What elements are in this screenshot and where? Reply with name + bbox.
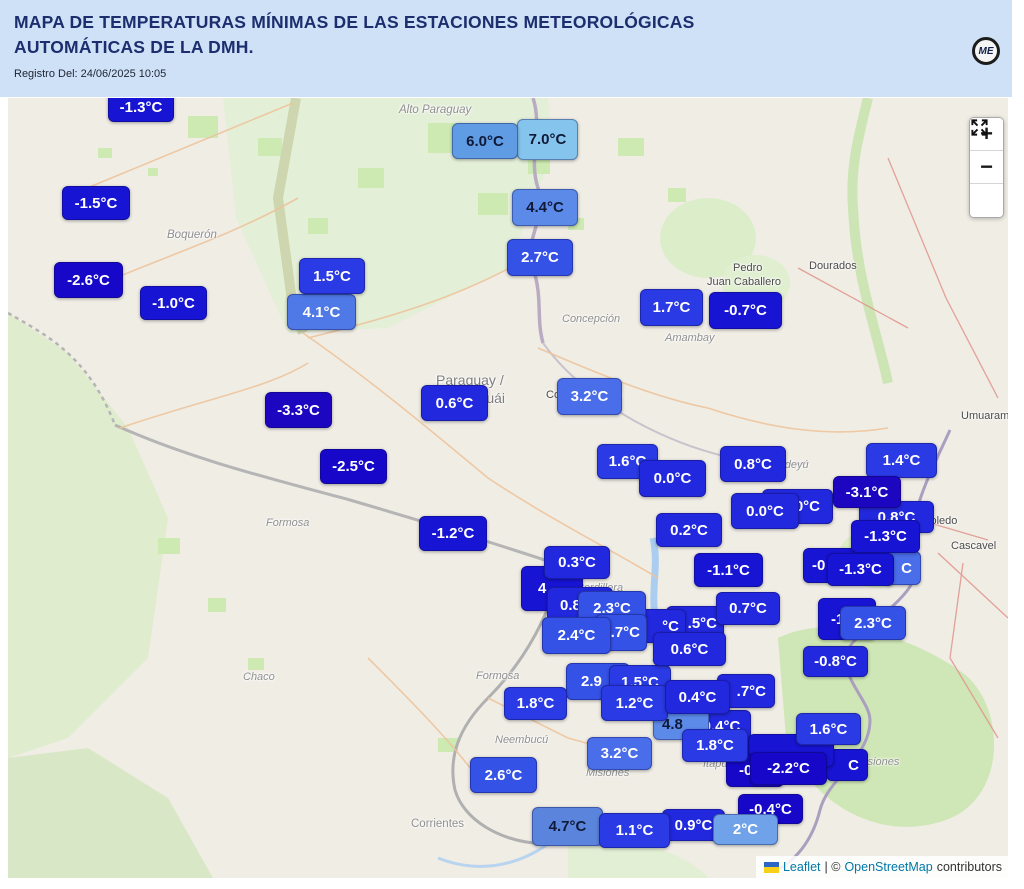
temp-label: -1.3°C [827,553,894,586]
page-title: MAPA DE TEMPERATURAS MÍNIMAS DE LAS ESTA… [14,12,695,58]
temp-label: 1.8°C [682,729,748,762]
place-label: Formosa [476,670,520,682]
temp-label: 4.4°C [512,189,578,226]
temp-label: 4.1°C [287,294,356,330]
temp-label: -1.3°C [851,520,920,553]
temp-label: 2.7°C [507,239,573,276]
temp-label: 7.0°C [517,119,578,160]
temp-label: -3.1°C [833,476,901,508]
temp-label: -1.0°C [140,286,207,320]
place-label: Neembucú [495,734,549,746]
place-label: Boquerón [167,229,217,241]
osm-link[interactable]: OpenStreetMap [844,860,933,874]
place-label: Cascavel [951,540,997,552]
map-attribution: Leaflet | © OpenStreetMap contributors [755,856,1008,878]
place-label: Pedro [733,262,763,274]
temp-label: 0.0°C [731,493,799,529]
temp-label: -2.5°C [320,449,387,484]
place-label: Amambay [665,332,715,344]
temp-label: 0.0°C [639,460,706,497]
temp-label: 4.7°C [532,807,603,846]
place-label: Corrientes [411,818,465,830]
leaflet-link[interactable]: Leaflet [782,860,821,874]
place-label: Umuarama [961,410,1008,422]
dmh-logo: ME [972,37,1000,65]
fullscreen-button[interactable] [970,119,1003,217]
temp-label: -3.3°C [265,392,332,428]
temp-label: 0.7°C [716,592,780,625]
temp-label: -1.3°C [108,98,174,122]
temp-label: -1.5°C [62,186,130,220]
temp-label: 0.2°C [656,513,722,547]
temp-label: 3.2°C [557,378,622,415]
map-zoom-control: + − [969,117,1004,218]
app-header: MAPA DE TEMPERATURAS MÍNIMAS DE LAS ESTA… [0,0,1012,97]
place-label: Juan Caballero [707,276,781,288]
temp-label: -2.2°C [750,752,827,785]
expand-arrows-icon [971,119,988,136]
temp-label: -0.7°C [709,292,782,329]
temp-label: -1.2°C [419,516,487,551]
attribution-separator: | © [824,860,841,874]
place-label: Alto Paraguay [399,104,472,116]
record-timestamp: Registro Del: 24/06/2025 10:05 [14,68,167,80]
temp-label: 0.4°C [665,680,730,714]
temp-label: 1.6°C [796,713,861,745]
temp-label: -0.8°C [803,646,868,677]
place-label: Dourados [809,260,857,272]
temp-label: 1.8°C [504,687,567,720]
temp-label: -2.6°C [54,262,123,298]
temp-label: 0.6°C [421,385,488,421]
temp-label: 1.2°C [601,685,668,721]
temp-label: 1.7°C [640,289,703,326]
place-label: Misiones [586,767,630,779]
place-label: Concepción [562,313,621,325]
zoom-out-button[interactable]: − [970,151,1003,184]
temp-label: 2.6°C [470,757,537,793]
place-label: Chaco [243,671,275,683]
temp-label: 3.2°C [587,737,652,770]
temp-label: 1.1°C [599,813,670,848]
temp-label: -1.1°C [694,553,763,587]
temp-label: 0.8°C [720,446,786,482]
temp-label: 1.4°C [866,443,937,478]
dmh-logo-text: ME [978,45,994,57]
place-label: Formosa [266,517,310,529]
temp-label: 2.3°C [840,606,906,640]
temp-label: 1.5°C [299,258,365,294]
place-label: Paraguay / [436,372,504,388]
attribution-contributors: contributors [936,860,1002,874]
temp-label: 2°C [713,814,778,845]
ukraine-flag-icon [763,861,779,873]
temp-label: 0.6°C [653,632,726,666]
temp-label: 6.0°C [452,123,518,159]
temp-label: 2.4°C [542,617,611,654]
temp-label: 0.3°C [544,546,610,579]
